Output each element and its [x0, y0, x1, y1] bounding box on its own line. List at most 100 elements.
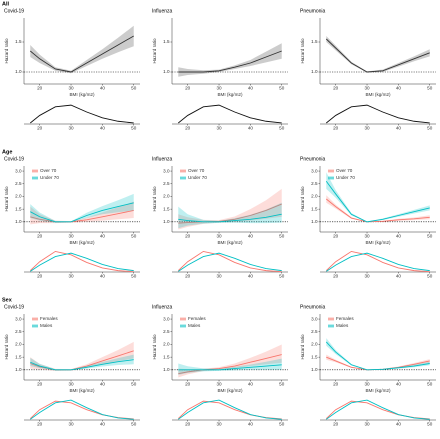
x-tick-label: 40	[100, 86, 106, 91]
density-x-tick-label: 20	[185, 126, 191, 131]
density-line	[325, 400, 430, 420]
chart-title: Covid-19	[4, 8, 24, 14]
confidence-band	[178, 358, 282, 375]
y-tick-label: 1.0	[311, 219, 318, 224]
density-line	[30, 252, 134, 272]
legend-label: Over 70	[40, 168, 57, 173]
x-tick-label: 30	[216, 234, 222, 239]
confidence-band	[178, 344, 282, 378]
x-tick-label: 40	[100, 234, 106, 239]
legend-label: Under 70	[336, 175, 355, 180]
density-line	[29, 400, 134, 420]
y-tick-label: 1.0	[15, 219, 22, 224]
x-tick-label: 20	[37, 382, 43, 387]
y-tick-label: 1.0	[163, 69, 170, 74]
legend-label: Females	[336, 316, 354, 321]
density-x-tick-label: 50	[131, 274, 137, 279]
hazard-line	[325, 198, 430, 223]
density-line	[30, 399, 134, 420]
density-x-tick-label: 50	[427, 274, 433, 279]
density-x-tick-label: 40	[248, 274, 254, 279]
y-tick-label: 1.0	[311, 367, 318, 372]
y-tick-label: 1.5	[163, 206, 170, 211]
hazard-line	[178, 354, 282, 375]
y-axis-label: Hazard ratio	[152, 334, 157, 359]
section-title: Age	[2, 149, 12, 155]
y-axis-label: Hazard ratio	[300, 334, 305, 359]
hazard-line	[178, 203, 282, 224]
x-axis-label: BMI (kg/m2)	[365, 388, 390, 393]
density-x-tick-label: 30	[364, 126, 370, 131]
density-x-tick-label: 40	[100, 274, 106, 279]
x-tick-label: 30	[216, 86, 222, 91]
hazard-line	[178, 364, 282, 371]
density-x-tick-label: 30	[364, 422, 370, 427]
y-tick-label: 3.0	[163, 316, 170, 321]
x-tick-label: 20	[333, 382, 339, 387]
x-tick-label: 50	[427, 382, 433, 387]
y-axis-label: Hazard ratio	[4, 186, 9, 211]
y-axis-label: Hazard ratio	[300, 38, 305, 63]
density-line	[29, 104, 134, 124]
x-tick-label: 30	[216, 382, 222, 387]
x-tick-label: 40	[248, 382, 254, 387]
legend-label: Under 70	[40, 175, 59, 180]
y-tick-label: 1.0	[311, 69, 318, 74]
density-x-tick-label: 30	[216, 274, 222, 279]
confidence-band	[326, 195, 430, 223]
confidence-band	[326, 338, 430, 371]
y-axis-label: Hazard ratio	[4, 38, 9, 63]
confidence-band	[178, 43, 282, 77]
y-tick-label: 2.5	[15, 329, 22, 334]
y-tick-label: 2.5	[163, 181, 170, 186]
x-tick-label: 30	[68, 86, 74, 91]
y-axis-label: Hazard ratio	[152, 186, 157, 211]
legend-label: Over 70	[188, 168, 205, 173]
legend-label: Females	[40, 316, 58, 321]
y-tick-label: 2.5	[311, 329, 318, 334]
density-x-tick-label: 50	[131, 126, 137, 131]
y-tick-label: 1.0	[163, 367, 170, 372]
hazard-line	[325, 341, 430, 371]
x-tick-label: 30	[364, 382, 370, 387]
x-tick-label: 50	[279, 382, 285, 387]
density-x-tick-label: 30	[68, 422, 74, 427]
x-tick-label: 50	[131, 382, 137, 387]
hazard-line	[30, 350, 134, 371]
density-x-tick-label: 50	[427, 126, 433, 131]
y-tick-label: 3.0	[15, 168, 22, 173]
y-tick-label: 2.0	[311, 194, 318, 199]
section-title: Sex	[2, 297, 13, 303]
y-axis-label: Hazard ratio	[300, 186, 305, 211]
density-x-tick-label: 50	[427, 422, 433, 427]
density-x-tick-label: 20	[37, 126, 43, 131]
density-line	[326, 252, 430, 272]
density-x-tick-label: 40	[100, 422, 106, 427]
x-axis-label: BMI (kg/m2)	[217, 92, 242, 97]
hazard-line	[30, 359, 134, 371]
legend-label: Males	[40, 323, 53, 328]
density-line	[325, 104, 430, 124]
density-x-tick-label: 20	[37, 422, 43, 427]
chart-title: Influenza	[152, 156, 173, 162]
y-tick-label: 1.5	[163, 39, 170, 44]
density-line	[178, 252, 282, 272]
y-axis-label: Hazard ratio	[152, 38, 157, 63]
x-tick-label: 20	[185, 234, 191, 239]
hazard-line	[29, 35, 134, 73]
x-axis-label: BMI (kg/m2)	[365, 92, 390, 97]
x-axis-label: BMI (kg/m2)	[365, 240, 390, 245]
density-x-tick-label: 40	[396, 126, 402, 131]
density-x-tick-label: 50	[131, 422, 137, 427]
density-line	[325, 250, 430, 273]
confidence-band	[30, 201, 134, 225]
density-x-tick-label: 20	[185, 274, 191, 279]
y-tick-label: 1.5	[15, 354, 22, 359]
density-x-tick-label: 50	[279, 422, 285, 427]
density-line	[177, 104, 282, 124]
x-tick-label: 30	[364, 234, 370, 239]
density-x-tick-label: 30	[364, 274, 370, 279]
legend-label: Males	[336, 323, 349, 328]
